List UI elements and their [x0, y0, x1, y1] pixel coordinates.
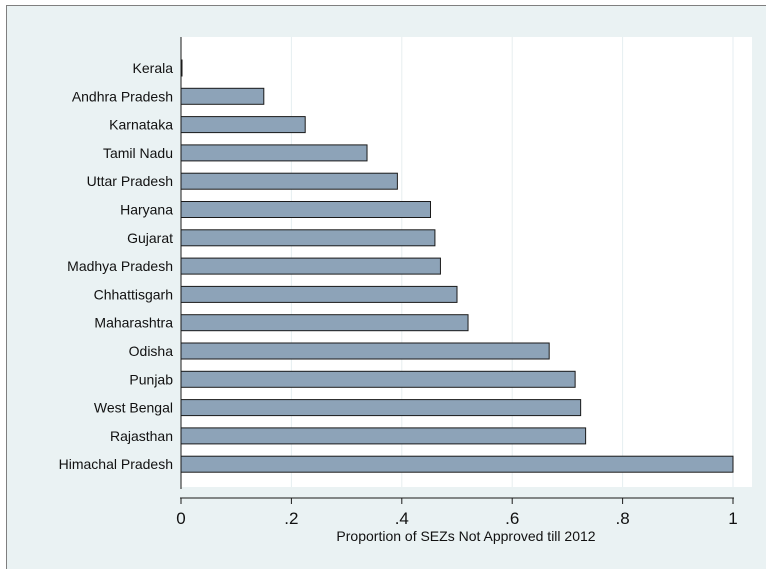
category-labels: Kerala Andhra Pradesh Karnataka Tamil Nadu U…: [59, 60, 174, 472]
bar-himachal-pradesh: [180, 455, 734, 473]
bar-odisha: [180, 342, 550, 360]
x-tick-label: .6: [505, 509, 519, 528]
bar-andhra-pradesh: [180, 87, 265, 105]
bar-madhya-pradesh: [180, 257, 441, 275]
x-tick-label: .8: [616, 509, 630, 528]
bar-maharashtra: [180, 314, 469, 332]
bar-karnataka: [180, 116, 306, 134]
x-tick-label: 1: [728, 509, 737, 528]
chart-frame: [6, 5, 766, 569]
x-tick-label: .2: [284, 509, 298, 528]
bar-chhattisgarh: [180, 285, 458, 303]
category-label: Punjab: [129, 371, 173, 387]
category-label: Chhattisgarh: [94, 286, 173, 302]
bar-west-bengal: [180, 399, 582, 417]
category-label: Tamil Nadu: [103, 145, 173, 161]
bar-punjab: [180, 370, 576, 388]
category-label: Odisha: [129, 343, 174, 359]
x-axis-title: Proportion of SEZs Not Approved till 201…: [336, 528, 595, 544]
category-label: Haryana: [120, 202, 173, 218]
x-tick-label: .4: [395, 509, 409, 528]
bars: [180, 59, 734, 473]
bar-rajasthan: [180, 427, 587, 445]
x-axis-ticks: 0 .2 .4 .6 .8 1: [176, 498, 738, 528]
category-label: Karnataka: [109, 117, 173, 133]
bar-gujarat: [180, 229, 436, 247]
category-label: West Bengal: [94, 400, 173, 416]
category-label: Himachal Pradesh: [59, 456, 173, 472]
category-label: Uttar Pradesh: [87, 173, 173, 189]
bar-uttar-pradesh: [180, 172, 398, 190]
bar-tamil-nadu: [180, 144, 368, 162]
category-label: Gujarat: [127, 230, 173, 246]
bar-haryana: [180, 201, 432, 218]
x-tick-label: 0: [176, 509, 185, 528]
category-label: Madhya Pradesh: [67, 258, 173, 274]
category-label: Kerala: [133, 60, 174, 76]
category-label: Rajasthan: [110, 428, 173, 444]
category-label: Maharashtra: [94, 315, 173, 331]
category-label: Andhra Pradesh: [72, 88, 173, 104]
